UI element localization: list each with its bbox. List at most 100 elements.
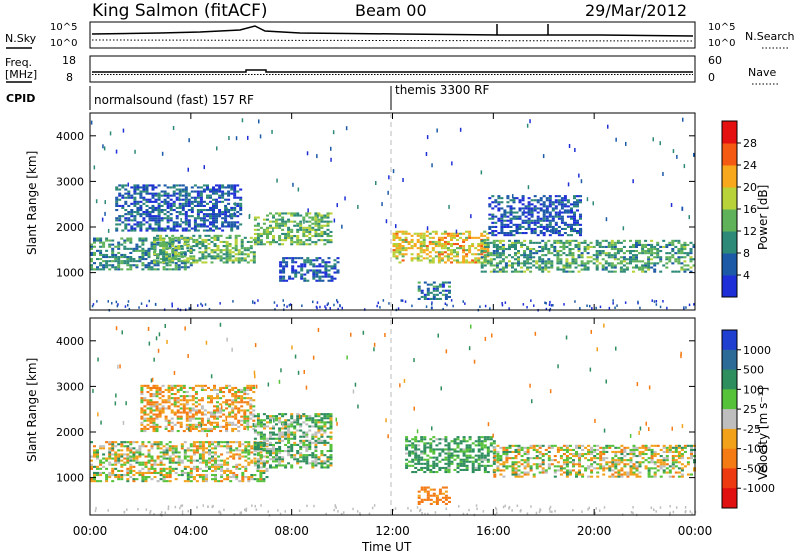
data-cell bbox=[323, 224, 327, 227]
data-cell bbox=[201, 459, 205, 462]
data-cell bbox=[159, 463, 163, 466]
data-cell bbox=[520, 270, 524, 273]
data-cell bbox=[573, 197, 576, 200]
data-cell bbox=[178, 223, 182, 226]
data-cell bbox=[432, 289, 436, 292]
data-cell bbox=[269, 241, 272, 244]
data-cell bbox=[450, 440, 454, 443]
data-cell bbox=[677, 250, 681, 253]
data-cell bbox=[571, 256, 575, 259]
data-cell bbox=[541, 250, 545, 253]
data-cell bbox=[440, 245, 444, 248]
noise-panel-frame bbox=[89, 21, 696, 49]
data-cell bbox=[314, 235, 318, 238]
data-cell bbox=[422, 238, 426, 241]
data-cell bbox=[446, 234, 450, 237]
data-cell bbox=[548, 205, 552, 208]
data-cell bbox=[306, 261, 310, 264]
data-cell bbox=[111, 449, 115, 452]
data-cell bbox=[150, 455, 154, 458]
data-cell bbox=[562, 264, 566, 267]
data-cell bbox=[135, 455, 139, 458]
isolated-echo bbox=[180, 218, 182, 222]
data-cell bbox=[184, 200, 188, 203]
data-cell bbox=[162, 237, 166, 240]
data-cell bbox=[521, 219, 525, 222]
data-cell bbox=[129, 241, 133, 244]
data-cell bbox=[324, 271, 328, 274]
data-cell bbox=[222, 240, 226, 243]
data-cell bbox=[308, 212, 312, 215]
data-cell bbox=[278, 445, 282, 448]
data-cell bbox=[441, 283, 445, 286]
data-cell bbox=[153, 245, 156, 248]
data-cell bbox=[114, 476, 118, 479]
data-cell bbox=[308, 228, 312, 231]
data-cell bbox=[225, 425, 229, 428]
data-cell bbox=[180, 471, 184, 474]
data-cell bbox=[180, 255, 184, 258]
scatter-cell bbox=[92, 303, 95, 306]
data-cell bbox=[395, 257, 399, 260]
data-cell bbox=[278, 431, 282, 434]
data-cell bbox=[508, 245, 511, 248]
data-cell bbox=[232, 453, 236, 456]
data-cell bbox=[677, 258, 681, 261]
data-cell bbox=[447, 454, 451, 457]
data-cell bbox=[429, 446, 433, 449]
data-cell bbox=[194, 391, 198, 394]
data-cell bbox=[114, 245, 118, 248]
data-cell bbox=[489, 254, 493, 257]
data-cell bbox=[222, 249, 226, 252]
data-cell bbox=[118, 188, 122, 191]
data-cell bbox=[199, 202, 203, 205]
data-cell bbox=[161, 411, 165, 414]
data-cell bbox=[312, 263, 316, 266]
data-cell bbox=[610, 243, 614, 246]
data-cell bbox=[188, 417, 192, 420]
data-cell bbox=[446, 249, 450, 252]
data-cell bbox=[425, 247, 429, 250]
data-cell bbox=[305, 448, 309, 451]
data-cell bbox=[560, 234, 564, 237]
data-cell bbox=[239, 198, 243, 201]
data-cell bbox=[300, 277, 304, 280]
data-cell bbox=[305, 419, 309, 422]
data-cell bbox=[323, 230, 327, 233]
data-cell bbox=[506, 223, 510, 226]
data-cell bbox=[180, 443, 184, 446]
data-cell bbox=[290, 243, 294, 246]
data-cell bbox=[200, 430, 204, 433]
data-cell bbox=[571, 270, 575, 273]
data-cell bbox=[538, 258, 542, 261]
data-cell bbox=[287, 427, 291, 430]
data-cell bbox=[547, 258, 551, 261]
data-cell bbox=[221, 194, 225, 197]
data-cell bbox=[214, 453, 217, 456]
data-cell bbox=[535, 266, 539, 269]
data-cell bbox=[498, 268, 502, 271]
data-cell bbox=[438, 291, 442, 294]
isolated-echo bbox=[683, 164, 686, 169]
isolated-echo bbox=[330, 157, 332, 162]
data-cell bbox=[145, 215, 149, 218]
data-cell bbox=[492, 460, 496, 463]
scatter-cell bbox=[327, 302, 329, 305]
data-cell bbox=[692, 264, 696, 267]
data-cell bbox=[443, 230, 447, 233]
scatter-cell bbox=[655, 303, 658, 306]
data-cell bbox=[90, 459, 93, 462]
data-cell bbox=[480, 436, 484, 439]
data-cell bbox=[180, 251, 184, 254]
data-cell bbox=[145, 221, 149, 224]
data-cell bbox=[551, 227, 555, 230]
data-cell bbox=[432, 494, 436, 497]
data-cell bbox=[656, 248, 660, 251]
data-cell bbox=[547, 239, 551, 242]
scatter-cell bbox=[400, 299, 402, 302]
data-cell bbox=[444, 490, 448, 493]
data-cell bbox=[327, 275, 331, 278]
data-cell bbox=[647, 243, 651, 246]
data-cell bbox=[145, 192, 149, 195]
data-cell bbox=[193, 219, 197, 222]
